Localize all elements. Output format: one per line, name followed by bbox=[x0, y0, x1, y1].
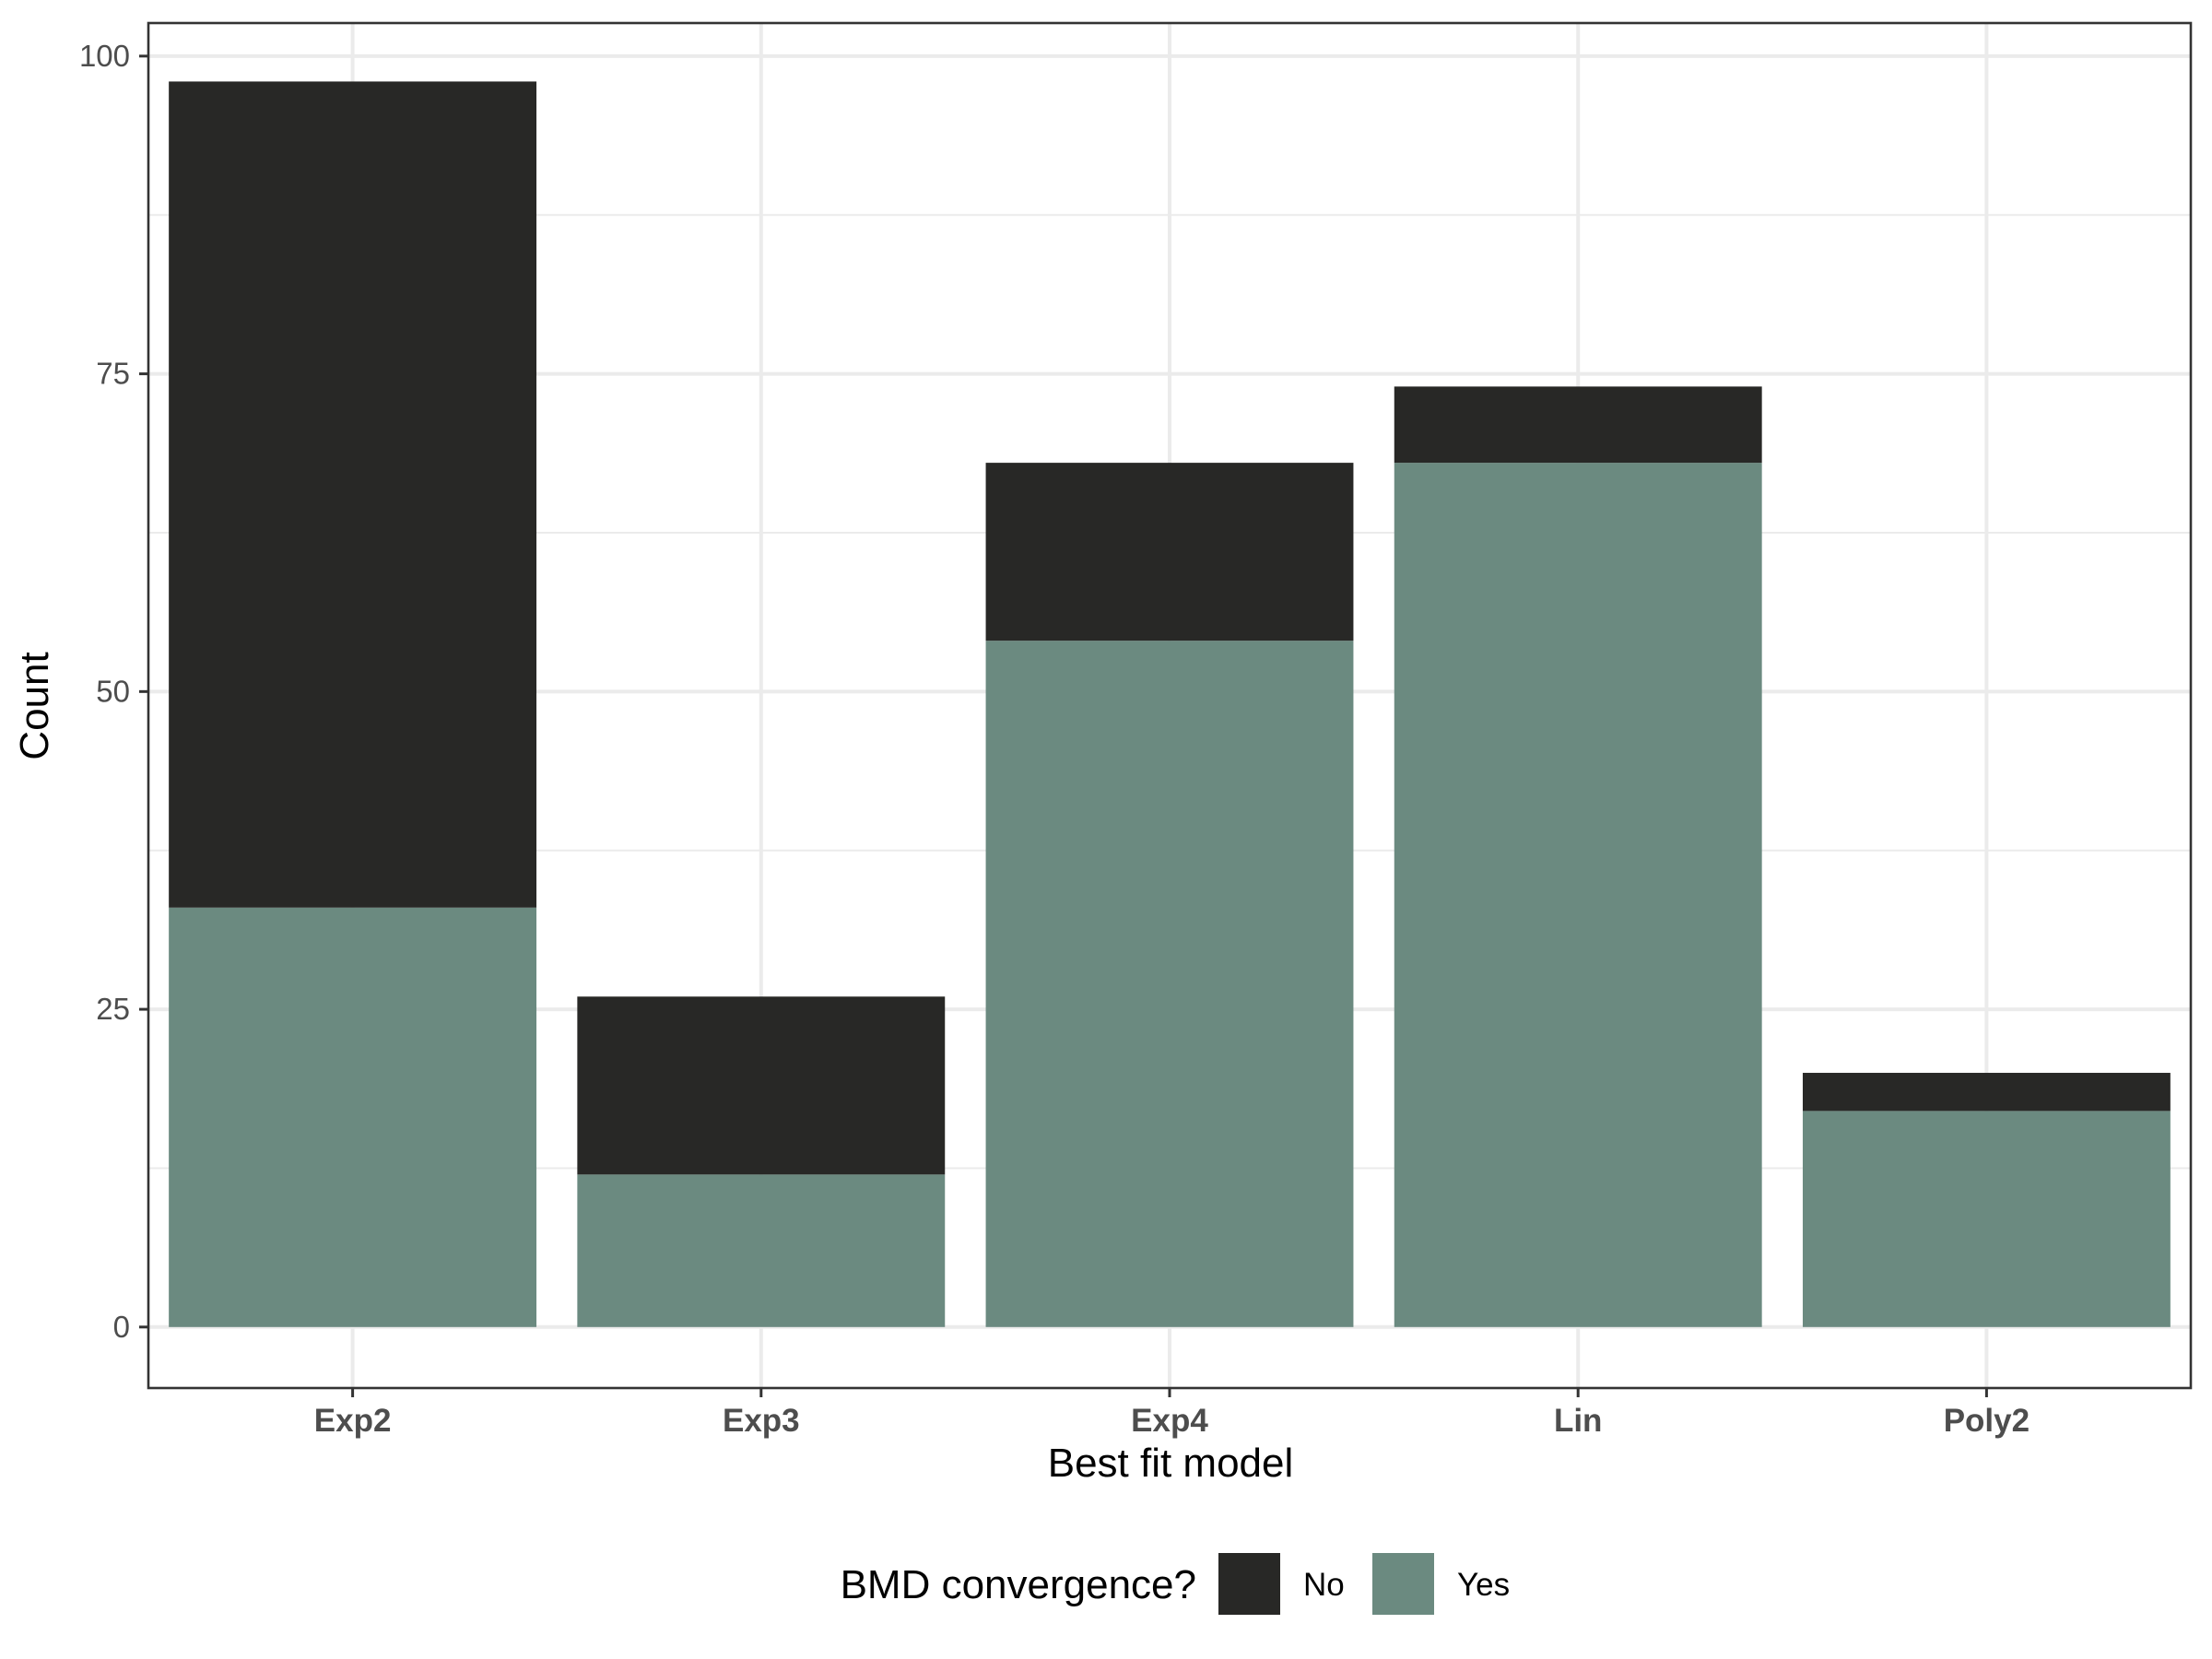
y-tick-label: 0 bbox=[113, 1310, 130, 1344]
bar-poly2-no bbox=[1802, 1073, 2171, 1112]
y-tick-label: 50 bbox=[96, 674, 130, 708]
bar-exp4-no bbox=[985, 463, 1354, 641]
legend-title: BMD convergence? bbox=[841, 1562, 1196, 1607]
y-tick-label: 25 bbox=[96, 992, 130, 1026]
bar-lin-yes bbox=[1394, 463, 1762, 1327]
x-tick-label: Exp3 bbox=[723, 1403, 800, 1439]
bar-lin-no bbox=[1394, 386, 1762, 464]
legend: BMD convergence? No Yes bbox=[841, 1553, 1510, 1615]
x-axis-title: Best fit model bbox=[1048, 1441, 1294, 1486]
bar-exp3-yes bbox=[577, 1174, 946, 1327]
bar-exp2-no bbox=[169, 81, 537, 908]
y-tick-label: 75 bbox=[96, 357, 130, 391]
y-axis-title: Count bbox=[12, 652, 57, 759]
legend-label-yes: Yes bbox=[1457, 1567, 1510, 1603]
x-tick-label: Lin bbox=[1554, 1403, 1602, 1439]
legend-key-no bbox=[1218, 1553, 1280, 1615]
bar-exp3-no bbox=[577, 996, 946, 1175]
y-tick-label: 100 bbox=[79, 39, 130, 73]
bar-exp4-yes bbox=[985, 641, 1354, 1327]
legend-entries: No Yes bbox=[1218, 1553, 1510, 1615]
bars bbox=[169, 81, 2171, 1327]
x-axis: Exp2 Exp3 Exp4 Lin Poly2 bbox=[314, 1388, 2030, 1439]
x-tick-label: Exp4 bbox=[1131, 1403, 1208, 1439]
legend-key-yes bbox=[1372, 1553, 1434, 1615]
bar-poly2-yes bbox=[1802, 1111, 2171, 1327]
x-tick-label: Poly2 bbox=[1944, 1403, 2030, 1439]
legend-label-no: No bbox=[1303, 1567, 1345, 1603]
x-tick-label: Exp2 bbox=[314, 1403, 392, 1439]
bar-exp2-yes bbox=[169, 907, 537, 1327]
y-axis: 0 25 50 75 100 bbox=[79, 39, 148, 1344]
